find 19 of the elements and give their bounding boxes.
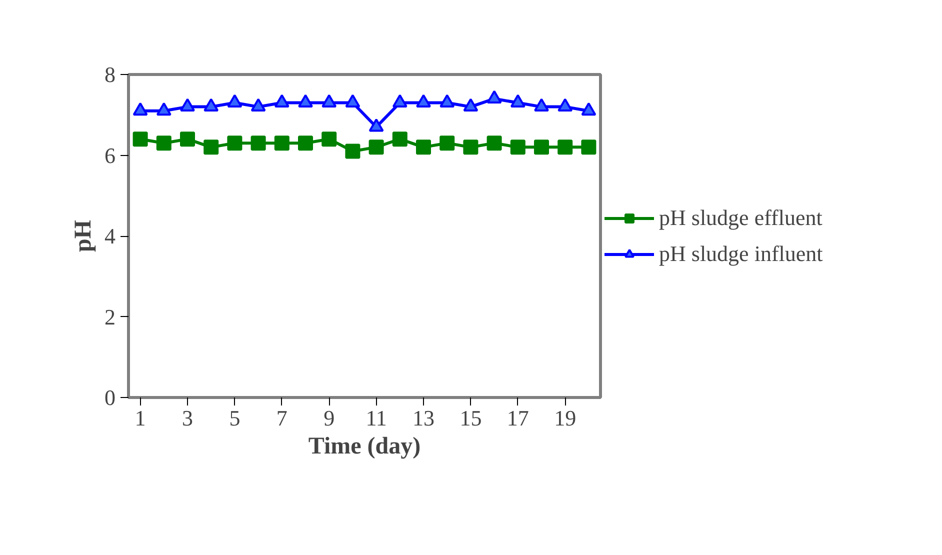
x-tick-label: 3 (182, 406, 193, 430)
y-tick-label: 8 (104, 62, 116, 87)
x-tick-label: 15 (460, 406, 482, 430)
x-tick-label: 13 (412, 406, 434, 430)
y-axis-title: pH (70, 220, 96, 252)
x-tick-label: 11 (366, 406, 387, 430)
x-tick-label: 7 (276, 406, 288, 430)
y-tick-label: 6 (104, 142, 116, 168)
legend-label: pH sludge influent (659, 240, 823, 266)
x-tick-label: 19 (554, 406, 576, 430)
x-tick-label: 17 (506, 406, 529, 430)
legend-label: pH sludge effluent (659, 204, 822, 230)
x-tick-label: 5 (229, 406, 240, 430)
y-tick-label: 0 (104, 385, 116, 410)
x-axis-title: Time (day) (308, 434, 421, 460)
y-tick-label: 4 (104, 224, 116, 248)
x-tick-label: 1 (134, 406, 146, 430)
y-tick-label: 2 (104, 304, 116, 330)
x-tick-label: 9 (324, 406, 335, 430)
